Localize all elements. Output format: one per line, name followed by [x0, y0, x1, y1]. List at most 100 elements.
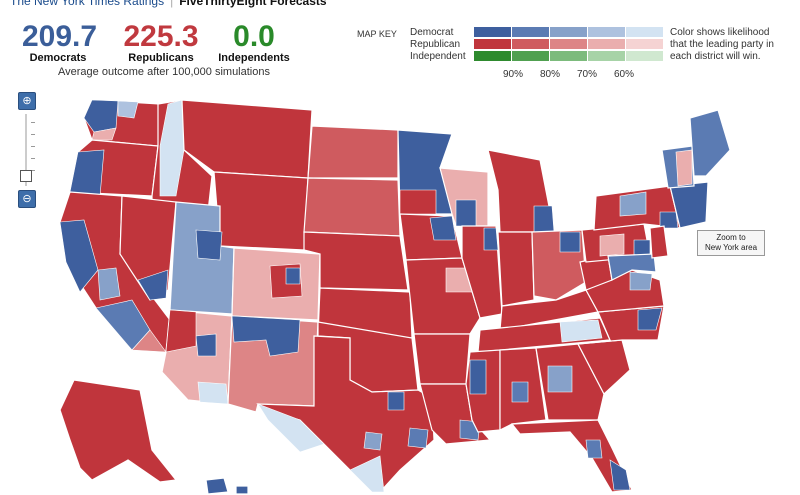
- state-florida[interactable]: [510, 419, 633, 493]
- map-key-pct-90: 90%: [503, 69, 524, 80]
- republicans-seat-count: 225.3: [123, 20, 199, 53]
- zoom-in-icon[interactable]: ⊕: [18, 92, 36, 110]
- district-denver[interactable]: [285, 267, 301, 285]
- map-key-pct-70: 70%: [577, 69, 598, 80]
- state-south-dakota[interactable]: [303, 177, 401, 237]
- district-pa-central[interactable]: [599, 233, 625, 257]
- state-nebraska[interactable]: [303, 231, 409, 291]
- district-austin[interactable]: [363, 431, 383, 451]
- zoom-slider-thumb[interactable]: [20, 170, 32, 182]
- zoom-slider-track: [25, 114, 27, 186]
- zoom-tick: [31, 170, 35, 171]
- state-new-jersey[interactable]: [649, 225, 669, 259]
- district-ny-upstate[interactable]: [619, 191, 647, 217]
- ind-swatch-0: [474, 51, 512, 61]
- map-key-party-labels: Democrat Republican Independent: [410, 27, 466, 63]
- zoom-tick: [31, 134, 35, 135]
- district-philadelphia[interactable]: [633, 239, 651, 257]
- map-key-pct-80: 80%: [540, 69, 561, 80]
- district-tampa[interactable]: [585, 439, 603, 459]
- zoom-control: ⊕ ⊖: [18, 92, 36, 208]
- state-north-dakota[interactable]: [307, 125, 399, 179]
- district-south-florida[interactable]: [609, 459, 631, 491]
- district-west-texas[interactable]: [257, 403, 325, 453]
- map-key-note-line: that the leading party in: [670, 39, 774, 50]
- democrats-seat-count: 209.7: [22, 20, 98, 53]
- district-iowa-east[interactable]: [429, 215, 457, 241]
- district-northern-va[interactable]: [629, 271, 653, 291]
- dem-swatch-1: [512, 27, 550, 37]
- district-south-texas[interactable]: [349, 455, 385, 493]
- dem-swatch-4: [626, 27, 664, 37]
- independents-label: Independents: [218, 52, 290, 64]
- district-tucson[interactable]: [197, 381, 229, 405]
- district-tn-east[interactable]: [559, 319, 603, 343]
- state-maine[interactable]: [689, 109, 731, 177]
- district-nh[interactable]: [675, 149, 693, 187]
- independents-seat-count: 0.0: [233, 20, 275, 53]
- district-chicago[interactable]: [483, 227, 499, 251]
- map-key-republican-label: Republican: [410, 39, 461, 50]
- state-hawaii-island[interactable]: [235, 485, 249, 495]
- district-portland[interactable]: [69, 149, 105, 197]
- state-hawaii[interactable]: [205, 477, 229, 495]
- district-wa-north[interactable]: [117, 100, 139, 119]
- state-new-england-south[interactable]: [669, 181, 709, 229]
- ind-swatch-3: [588, 51, 626, 61]
- democrats-label: Democrats: [29, 52, 87, 64]
- district-bay-area[interactable]: [59, 219, 99, 293]
- zoom-tick: [31, 158, 35, 159]
- forecast-tabs: The New York Times Ratings | FiveThirtyEig…: [10, 0, 327, 8]
- state-alaska[interactable]: [59, 379, 178, 483]
- independent-swatch-row: [474, 51, 664, 61]
- district-detroit[interactable]: [533, 205, 555, 233]
- district-birmingham[interactable]: [511, 381, 529, 403]
- tab-nyt-ratings[interactable]: The New York Times Ratings: [10, 0, 165, 8]
- map-key-note-line: each district will win.: [670, 51, 761, 62]
- zoom-ny-line: Zoom to: [716, 233, 746, 242]
- district-nc-east[interactable]: [637, 307, 663, 331]
- rep-swatch-0: [474, 39, 512, 49]
- ind-swatch-2: [550, 51, 588, 61]
- district-salt-lake[interactable]: [195, 229, 223, 261]
- zoom-to-new-york-button[interactable]: Zoom to New York area: [697, 230, 765, 256]
- district-ca-central[interactable]: [97, 267, 121, 301]
- zoom-tick: [31, 146, 35, 147]
- district-wa-coast[interactable]: [91, 127, 117, 141]
- district-las-vegas[interactable]: [137, 269, 169, 301]
- district-cleveland[interactable]: [559, 231, 581, 253]
- district-ca-south[interactable]: [131, 329, 167, 353]
- republican-swatch-row: [474, 39, 664, 49]
- zoom-ny-line: New York area: [704, 243, 758, 252]
- rep-swatch-2: [550, 39, 588, 49]
- rep-swatch-1: [512, 39, 550, 49]
- district-madison[interactable]: [455, 199, 477, 227]
- state-wyoming[interactable]: [213, 171, 309, 251]
- ind-swatch-1: [512, 51, 550, 61]
- map-key-note: Color shows likelihood that the leading …: [670, 27, 790, 63]
- district-houston[interactable]: [407, 427, 429, 449]
- map-key-title: MAP KEY: [357, 29, 397, 39]
- district-nm-north[interactable]: [231, 315, 301, 357]
- ind-swatch-4: [626, 51, 664, 61]
- district-phoenix[interactable]: [195, 333, 217, 357]
- map-key-pct-60: 60%: [614, 69, 635, 80]
- tab-fivethirtyeight-forecasts[interactable]: FiveThirtyEight Forecasts: [179, 0, 327, 8]
- district-ny-city[interactable]: [659, 211, 679, 229]
- rep-swatch-4: [626, 39, 664, 49]
- zoom-out-icon[interactable]: ⊖: [18, 190, 36, 208]
- map-key-independent-label: Independent: [410, 51, 466, 62]
- district-az-west[interactable]: [165, 309, 197, 353]
- district-mn-south[interactable]: [399, 189, 437, 215]
- state-arkansas[interactable]: [413, 333, 471, 385]
- state-maryland[interactable]: [607, 253, 657, 281]
- district-ms-delta[interactable]: [469, 359, 487, 395]
- district-dallas[interactable]: [387, 391, 405, 411]
- map-key-note-line: Color shows likelihood: [670, 27, 770, 38]
- district-atlanta[interactable]: [547, 365, 573, 393]
- tab-separator: |: [170, 0, 174, 8]
- state-indiana[interactable]: [497, 231, 535, 307]
- dem-swatch-0: [474, 27, 512, 37]
- zoom-slider[interactable]: [18, 114, 36, 186]
